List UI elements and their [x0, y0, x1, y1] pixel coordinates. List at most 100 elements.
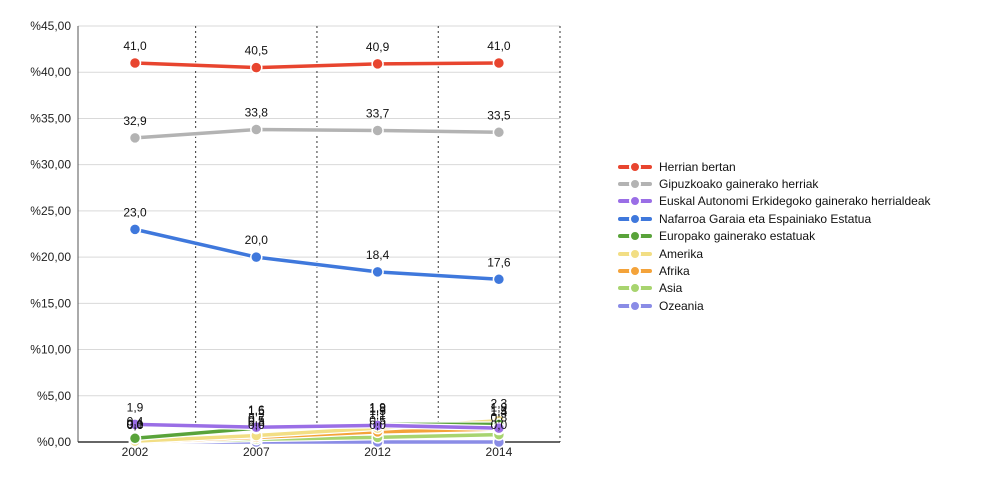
data-label: 41,0 [123, 39, 147, 53]
legend-swatch [618, 212, 652, 225]
y-tick-label: %20,00 [30, 250, 71, 264]
data-label: 1,9 [127, 400, 144, 414]
data-label: 1,5 [491, 404, 508, 418]
data-label: 1,5 [369, 404, 386, 418]
data-point [250, 61, 263, 74]
data-label: 33,7 [366, 106, 390, 120]
legend-marker [629, 230, 641, 243]
legend-marker [629, 195, 641, 208]
y-tick-label: %15,00 [30, 296, 71, 310]
legend-swatch [618, 247, 652, 260]
legend-label: Asia [659, 281, 683, 296]
data-label: 1,9 [369, 400, 386, 414]
legend-swatch [618, 160, 652, 173]
data-point [128, 432, 142, 445]
data-label: 40,5 [245, 44, 269, 58]
legend-swatch [618, 282, 652, 295]
y-tick-label: %35,00 [30, 111, 71, 125]
legend-marker [629, 282, 641, 295]
data-point [492, 56, 506, 70]
legend-item: Nafarroa Garaia eta Espainiako Estatua [618, 210, 931, 227]
data-label: 0,0 [127, 418, 144, 432]
data-label: 33,5 [487, 108, 511, 122]
y-tick-label: %5,00 [37, 389, 71, 403]
data-point [371, 419, 384, 432]
legend-marker [629, 247, 641, 260]
data-label: 0,0 [491, 418, 508, 432]
data-point [128, 223, 142, 236]
data-label: 0,8 [491, 411, 508, 425]
data-point [128, 418, 142, 431]
data-label: 23,0 [123, 205, 147, 219]
series-line [133, 61, 501, 70]
y-tick-label: %0,00 [37, 435, 71, 449]
data-label: 18,4 [366, 248, 390, 262]
chart-legend: Herrian bertan Gipuzkoako gainerako herri… [618, 158, 931, 315]
data-label: 1,4 [491, 405, 508, 419]
data-point [492, 273, 506, 286]
x-tick-label: 2014 [486, 445, 513, 459]
legend-item: Amerika [618, 245, 931, 262]
data-label: 41,0 [487, 39, 511, 53]
legend-label: Gipuzkoako gainerako herriak [659, 177, 819, 192]
data-label: 0,0 [127, 418, 144, 432]
data-point [128, 56, 142, 70]
legend-item: Ozeania [618, 297, 931, 314]
legend-swatch [618, 178, 652, 191]
series-line [133, 227, 501, 282]
data-label: 33,8 [245, 106, 269, 120]
legend-marker [629, 160, 641, 173]
data-label: 1,9 [491, 400, 508, 414]
data-label: 0,4 [127, 414, 144, 428]
legend-item: Gipuzkoako gainerako herriak [618, 175, 931, 192]
legend-item: Afrika [618, 262, 931, 279]
data-label: 0,7 [248, 412, 265, 426]
data-label: 0,1 [127, 417, 144, 431]
series-line [133, 422, 501, 430]
legend-item: Asia [618, 280, 931, 297]
data-label: 0,5 [248, 413, 265, 427]
legend-swatch [618, 195, 652, 208]
series-line [133, 127, 501, 140]
x-tick-label: 2012 [364, 445, 391, 459]
data-point [492, 421, 506, 435]
y-tick-label: %30,00 [30, 158, 71, 172]
legend-swatch [618, 230, 652, 243]
legend-label: Afrika [659, 264, 690, 279]
data-label: 0,0 [127, 418, 144, 432]
legend-marker [629, 212, 641, 225]
data-label: 0,0 [248, 418, 265, 432]
legend-marker [629, 299, 641, 312]
data-label: 17,6 [487, 255, 511, 269]
data-point [371, 57, 384, 71]
legend-label: Europako gainerako estatuak [659, 229, 816, 244]
legend-item: Euskal Autonomi Erkidegoko gainerako her… [618, 193, 931, 210]
legend-label: Euskal Autonomi Erkidegoko gainerako her… [659, 194, 931, 209]
y-tick-label: %40,00 [30, 65, 71, 79]
y-tick-label: %25,00 [30, 204, 71, 218]
data-point [371, 124, 384, 137]
legend-marker [629, 178, 641, 191]
x-tick-label: 2007 [243, 445, 270, 459]
y-tick-label: %45,00 [30, 19, 71, 33]
data-label: 32,9 [123, 114, 147, 128]
data-label: 2,3 [491, 397, 508, 411]
legend-label: Amerika [659, 246, 704, 261]
data-label: 0,5 [369, 413, 386, 427]
legend-item: Europako gainerako estatuak [618, 228, 931, 245]
data-label: 0,3 [248, 415, 265, 429]
legend-label: Herrian bertan [659, 159, 736, 174]
data-point [250, 250, 263, 264]
data-label: 20,0 [245, 233, 269, 247]
data-point [128, 131, 142, 145]
legend-item: Herrian bertan [618, 158, 931, 175]
data-point [492, 126, 506, 139]
legend-label: Ozeania [659, 298, 704, 313]
y-tick-label: %10,00 [30, 343, 71, 357]
data-label: 40,9 [366, 40, 390, 54]
x-tick-label: 2002 [122, 445, 149, 459]
data-point [250, 420, 263, 434]
data-point [250, 123, 263, 136]
legend-swatch [618, 265, 652, 278]
